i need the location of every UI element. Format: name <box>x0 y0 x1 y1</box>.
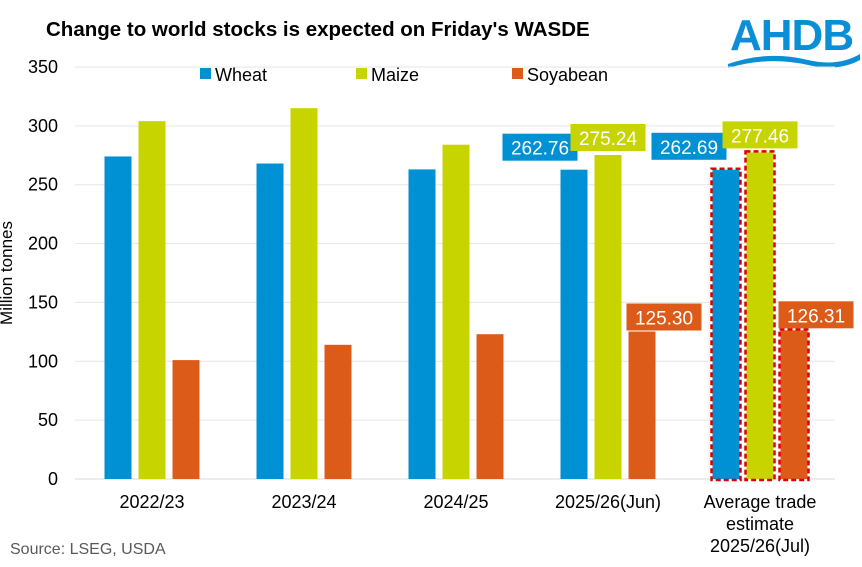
y-tick-label: 300 <box>28 116 58 136</box>
highlight-border <box>744 150 776 482</box>
data-label: 125.30 <box>635 309 693 330</box>
bar-wheat <box>408 169 436 479</box>
y-tick-label: 100 <box>28 351 58 371</box>
chart-title: Change to world stocks is expected on Fr… <box>46 18 590 41</box>
data-label: 262.76 <box>511 139 569 160</box>
bar-soyabean <box>172 360 200 479</box>
legend-label-maize: Maize <box>371 65 419 85</box>
y-tick-label: 150 <box>28 292 58 312</box>
legend-label-wheat: Wheat <box>215 65 267 85</box>
ahdb-logo: AHDB <box>728 10 860 68</box>
y-tick-label: 250 <box>28 175 58 195</box>
x-tick-label: 2025/26(Jun) <box>555 492 661 512</box>
x-tick-label: 2024/25 <box>423 492 488 512</box>
y-tick-label: 0 <box>48 469 58 489</box>
data-label-box <box>626 303 702 331</box>
svg-text:AHDB: AHDB <box>730 11 853 60</box>
highlight-border <box>778 328 810 482</box>
data-label-box <box>502 133 578 161</box>
bar-wheat <box>560 169 588 479</box>
y-tick-label: 350 <box>28 57 58 77</box>
bar-wheat <box>712 169 740 479</box>
x-tick-label: 2025/26(Jul) <box>710 536 810 556</box>
data-label-box <box>651 132 727 160</box>
bar-maize <box>594 155 622 479</box>
highlight-border <box>710 167 742 482</box>
x-tick-label: Average trade <box>704 492 817 512</box>
bar-soyabean <box>324 344 352 479</box>
bar-soyabean <box>628 331 656 479</box>
y-tick-label: 50 <box>38 410 58 430</box>
bar-maize <box>442 144 470 480</box>
data-label: 262.69 <box>660 138 718 159</box>
legend-swatch-wheat <box>200 68 211 79</box>
data-label: 126.31 <box>787 306 845 327</box>
legend-label-soyabean: Soyabean <box>527 65 608 85</box>
bar-soyabean <box>780 330 808 479</box>
bar-wheat <box>256 163 284 480</box>
bar-wheat <box>104 156 132 479</box>
source-note: Source: LSEG, USDA <box>10 541 166 558</box>
bar-maize <box>290 108 318 479</box>
legend-swatch-soyabean <box>512 68 523 79</box>
bar-soyabean <box>476 334 504 479</box>
data-label: 277.46 <box>731 126 789 147</box>
data-label: 275.24 <box>579 129 638 150</box>
y-axis-label: Million tonnes <box>0 221 16 325</box>
data-label-box <box>722 121 798 149</box>
x-tick-label: 2022/23 <box>119 492 184 512</box>
y-tick-label: 200 <box>28 234 58 254</box>
x-tick-label: 2023/24 <box>271 492 336 512</box>
data-label-box <box>778 301 854 329</box>
legend-swatch-maize <box>356 68 367 79</box>
data-label-box <box>570 124 646 152</box>
bar-maize <box>138 121 166 480</box>
bar-maize <box>746 152 774 479</box>
x-tick-label: estimate <box>726 514 794 534</box>
